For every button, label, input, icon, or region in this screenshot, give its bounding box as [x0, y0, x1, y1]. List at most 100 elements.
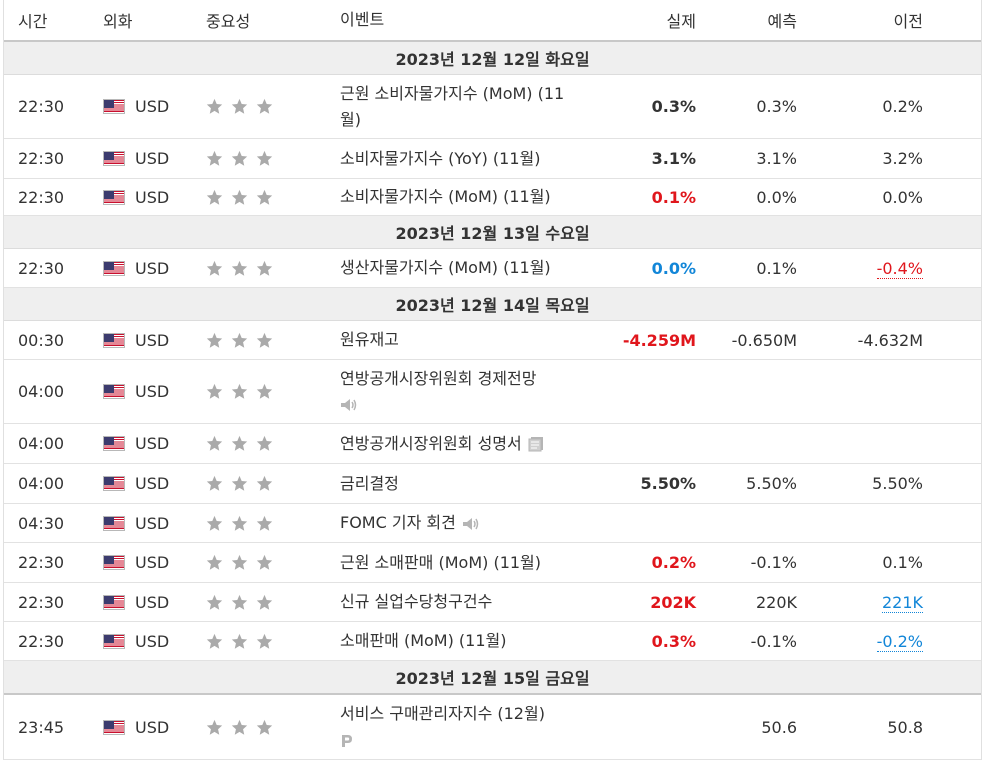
table-row[interactable]: 22:30 USD 근원 소비자물가지수 (MoM) (11월) 0.3% 0.… [4, 75, 981, 139]
table-header: 시간 외화 중요성 이벤트 실제 예측 이전 [4, 0, 981, 42]
currency-cell: USD [103, 149, 206, 168]
table-row[interactable]: 22:30 USD 신규 실업수당청구건수 202K 220K 221K [4, 583, 981, 622]
previous-value: 0.0% [882, 187, 923, 207]
actual-value: -4.259M [622, 330, 696, 350]
forecast-value: 5.50% [746, 474, 797, 493]
table-row[interactable]: 23:45 USD 서비스 구매관리자지수 (12월) 50.6 50.8 [4, 695, 981, 760]
table-row[interactable]: 22:30 USD 생산자물가지수 (MoM) (11월) 0.0% 0.1% … [4, 249, 981, 288]
star-icon [256, 554, 273, 570]
forecast-value: 0.0% [756, 187, 797, 207]
table-row[interactable]: 00:30 USD 원유재고 -4.259M -0.650M -4.632M [4, 321, 981, 360]
star-icon [231, 383, 248, 399]
forecast-value: -0.650M [731, 330, 797, 350]
currency-code: USD [135, 258, 170, 278]
preliminary-p-icon[interactable] [340, 733, 354, 749]
us-flag-icon [103, 99, 125, 114]
star-icon [231, 719, 248, 735]
table-row[interactable]: 04:00 USD 금리결정 5.50% 5.50% 5.50% [4, 464, 981, 504]
importance-stars [206, 332, 340, 349]
star-icon [256, 189, 273, 205]
actual-value: 0.1% [651, 187, 696, 207]
currency-cell: USD [103, 474, 206, 493]
currency-cell: USD [103, 331, 206, 350]
event-link[interactable]: 원유재고 [340, 330, 399, 349]
forecast-value: 0.3% [756, 97, 797, 116]
table-row[interactable]: 04:00 USD 연방공개시장위원회 성명서 [4, 424, 981, 464]
event-time: 22:30 [18, 553, 65, 572]
event-link[interactable]: 연방공개시장위원회 성명서 [340, 433, 522, 453]
date-row: 2023년 12월 15일 금요일 [4, 661, 981, 695]
event-time: 22:30 [18, 592, 65, 612]
currency-cell: USD [103, 718, 206, 737]
currency-cell: USD [103, 188, 206, 207]
star-icon [206, 332, 223, 348]
event-link[interactable]: 생산자물가지수 (MoM) (11월) [340, 258, 551, 277]
importance-stars [206, 594, 340, 611]
star-icon [231, 260, 248, 276]
table-row[interactable]: 22:30 USD 소비자물가지수 (MoM) (11월) 0.1% 0.0% … [4, 179, 981, 216]
forecast-value: -0.1% [750, 553, 797, 572]
star-icon [231, 189, 248, 205]
previous-value-revised[interactable]: 221K [881, 592, 923, 613]
previous-value: 0.2% [882, 97, 923, 116]
speaker-icon[interactable] [462, 517, 480, 531]
previous-value: 3.2% [882, 149, 923, 168]
star-icon [256, 332, 273, 348]
actual-value: 3.1% [651, 149, 696, 168]
star-icon [231, 435, 248, 451]
table-row[interactable]: 04:00 USD 연방공개시장위원회 경제전망 [4, 360, 981, 424]
header-time[interactable]: 시간 [18, 12, 48, 31]
event-link[interactable]: 소비자물가지수 (YoY) (11월) [340, 148, 541, 168]
event-link[interactable]: 근원 소비자물가지수 (MoM) (11월) [340, 83, 565, 129]
header-forecast[interactable]: 예측 [767, 12, 797, 31]
event-link[interactable]: 소매판매 (MoM) (11월) [340, 631, 507, 650]
event-time: 22:30 [18, 149, 65, 168]
currency-cell: USD [103, 632, 206, 651]
event-time: 22:30 [18, 97, 65, 116]
star-icon [256, 475, 273, 491]
star-icon [206, 260, 223, 276]
header-importance[interactable]: 중요성 [206, 12, 251, 31]
header-event[interactable]: 이벤트 [340, 10, 385, 29]
table-row[interactable]: 22:30 USD 소매판매 (MoM) (11월) 0.3% -0.1% -0… [4, 622, 981, 661]
previous-value-revised[interactable]: -0.2% [876, 631, 923, 652]
us-flag-icon [103, 719, 125, 735]
actual-value: 202K [650, 592, 696, 612]
header-currency[interactable]: 외화 [103, 12, 133, 31]
event-time: 22:30 [18, 631, 65, 651]
table-row[interactable]: 22:30 USD 근원 소매판매 (MoM) (11월) 0.2% -0.1%… [4, 543, 981, 583]
actual-value: 5.50% [640, 474, 696, 493]
currency-cell: USD [103, 593, 206, 612]
us-flag-icon [103, 515, 125, 531]
currency-cell: USD [103, 97, 206, 116]
table-row[interactable]: 22:30 USD 소비자물가지수 (YoY) (11월) 3.1% 3.1% … [4, 139, 981, 179]
event-link[interactable]: 금리결정 [340, 473, 399, 493]
forecast-value: -0.1% [750, 631, 797, 651]
economic-calendar: 시간 외화 중요성 이벤트 실제 예측 이전 2023년 12월 12일 화요일… [3, 0, 982, 760]
star-icon [256, 515, 273, 531]
currency-cell: USD [103, 514, 206, 533]
header-actual[interactable]: 실제 [666, 12, 696, 31]
star-icon [231, 515, 248, 531]
currency-cell: USD [103, 553, 206, 572]
table-row[interactable]: 04:30 USD FOMC 기자 회견 [4, 504, 981, 543]
event-link[interactable]: 신규 실업수당청구건수 [340, 592, 493, 611]
speaker-icon[interactable] [340, 398, 358, 412]
event-link[interactable]: 근원 소매판매 (MoM) (11월) [340, 552, 542, 572]
event-link[interactable]: FOMC 기자 회견 [340, 513, 456, 532]
currency-code: USD [135, 97, 170, 116]
importance-stars [206, 633, 340, 650]
actual-value: 0.3% [651, 631, 696, 651]
star-icon [231, 150, 248, 166]
event-time: 04:00 [18, 474, 65, 493]
header-previous[interactable]: 이전 [893, 12, 923, 31]
event-time: 22:30 [18, 187, 65, 207]
document-icon[interactable] [528, 436, 544, 452]
star-icon [256, 150, 273, 166]
event-link[interactable]: 연방공개시장위원회 경제전망 [340, 368, 537, 388]
event-cell: FOMC 기자 회견 [340, 510, 584, 536]
previous-value-revised[interactable]: -0.4% [876, 258, 923, 279]
event-link[interactable]: 서비스 구매관리자지수 (12월) [340, 704, 545, 723]
event-link[interactable]: 소비자물가지수 (MoM) (11월) [340, 187, 551, 206]
currency-code: USD [135, 330, 170, 350]
